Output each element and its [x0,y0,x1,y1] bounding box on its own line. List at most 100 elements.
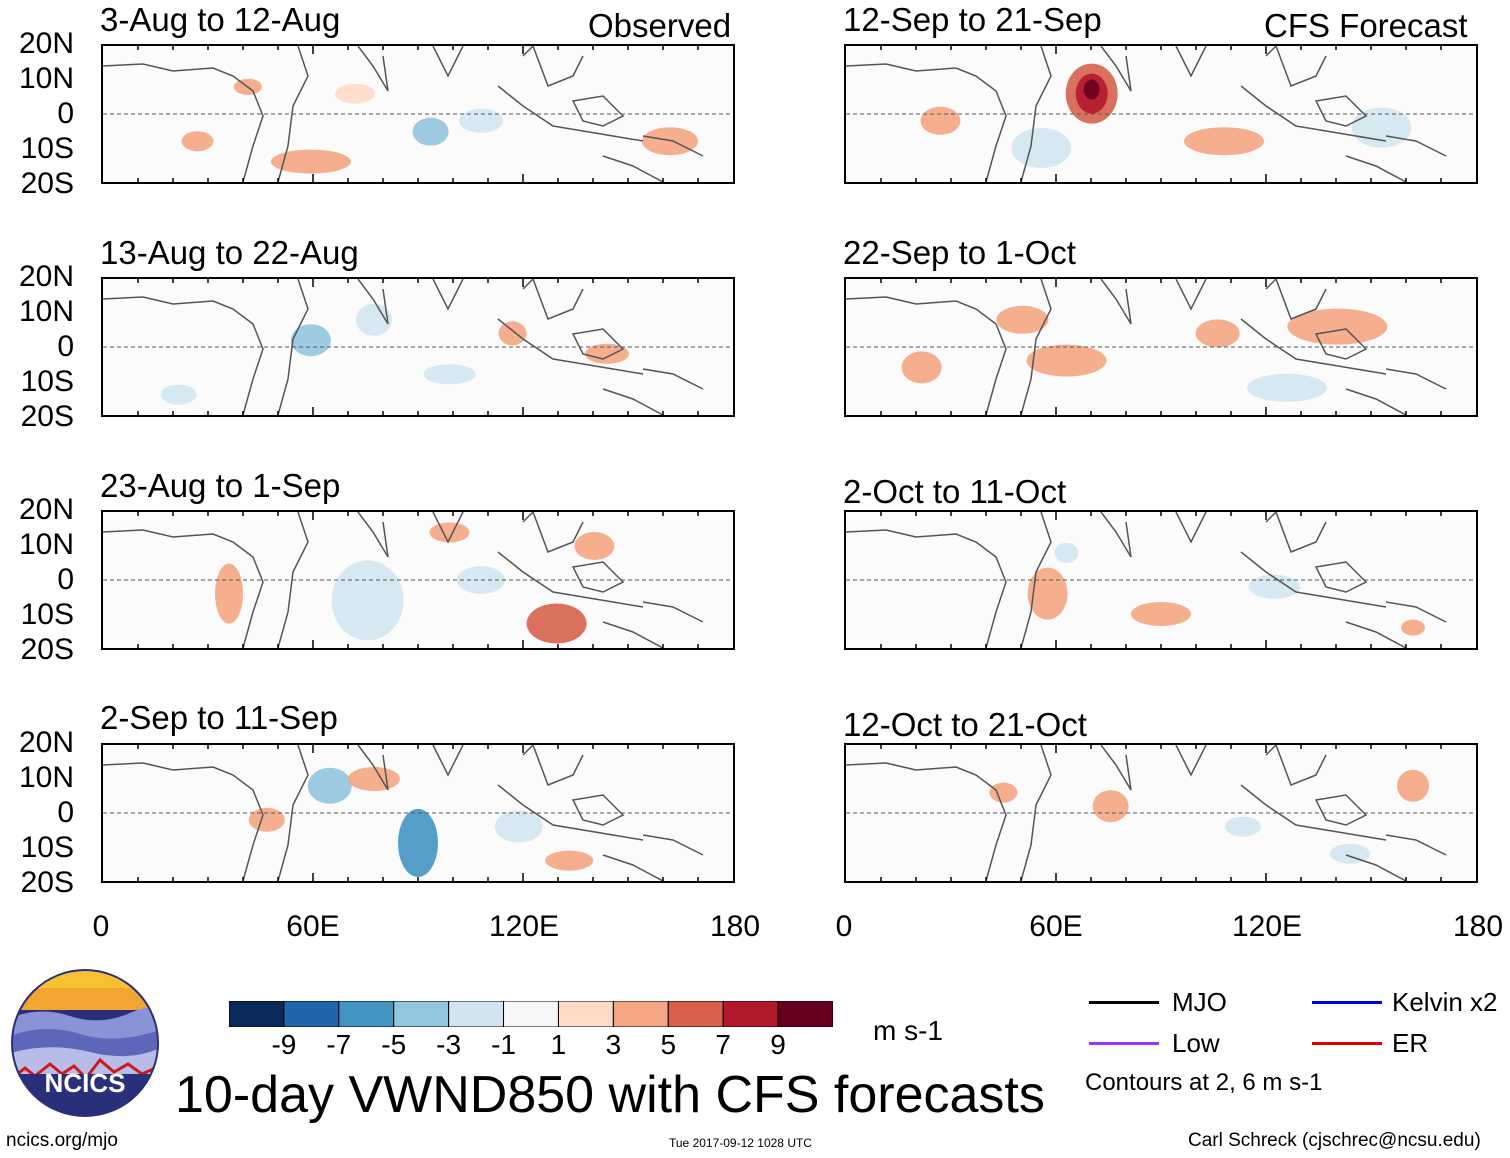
coastline [1240,551,1387,608]
coastline [1175,279,1207,311]
colorbar-swatch-5 [503,1000,559,1028]
coastline [1265,279,1277,290]
coastline [1020,46,1052,182]
coastline [103,63,264,182]
colorbar-swatch-8 [667,1000,724,1028]
anomaly-blob [355,303,392,336]
coastline [1345,854,1407,881]
coastline [571,561,625,593]
lat-tick-row2-20s: 20S [20,400,74,433]
colorbar-tick-9: 9 [770,1029,786,1060]
map-panel-obs-4 [101,743,735,883]
colorbar-tick--1: -1 [491,1029,516,1060]
coastline [522,46,534,57]
coastline [357,279,389,325]
coastline [1314,561,1368,593]
coastline [642,601,704,623]
coastline [522,745,534,756]
footer-author: Carl Schreck (cjschrec@ncsu.edu) [1188,1130,1481,1151]
lon-tick-right-60e: 60E [1029,910,1083,943]
anomaly-blob [996,305,1049,334]
coastline [1385,834,1447,856]
coastline [497,318,644,375]
colorbar-tick--5: -5 [381,1029,407,1060]
panel-title-fc-1: 12-Sep to 21-Sep [843,1,1102,38]
lat-tick-row3-10n: 10N [18,528,74,561]
colorbar-tick-5: 5 [660,1029,677,1060]
lat-tick-row1-10s: 10S [20,132,74,165]
colorbar-tick--3: -3 [436,1029,462,1060]
coastline [1265,745,1277,756]
coastline [846,762,1007,881]
lon-tick-right-180: 180 [1452,910,1504,943]
lon-tick-right-120e: 120E [1231,910,1303,943]
coastline [602,155,664,182]
legend-line-er [1312,1042,1382,1045]
coastline [432,512,464,544]
coastline [1345,388,1407,415]
coastline [532,745,584,786]
coastline [1175,46,1207,78]
coastline [1020,279,1052,415]
anomaly-blob [160,384,197,405]
anomaly-blob [1083,79,1100,100]
coastline [1345,155,1407,182]
lat-tick-row4-10n: 10N [18,761,74,794]
anomaly-blob [347,767,400,791]
anomaly-blob [920,106,961,135]
legend-line-low [1089,1042,1159,1045]
anomaly-blob [1224,816,1261,837]
lat-tick-row4-0: 0 [57,796,74,829]
lat-tick-row2-0: 0 [57,330,74,363]
coastline [522,512,534,523]
anomaly-blob [1247,373,1327,402]
anomaly-blob [494,810,543,843]
colorbar-swatch-1 [283,1000,340,1028]
lon-tick-right-0: 0 [835,910,853,943]
colorbar-swatch-6 [557,1000,614,1028]
panel-title-obs-3: 23-Aug to 1-Sep [100,467,341,504]
coastline [1100,46,1132,92]
legend-label-kelvin: Kelvin x2 [1392,987,1498,1017]
coastline [1314,328,1368,360]
coastline [1265,46,1277,57]
coastline [1385,368,1447,390]
anomaly-blob [1330,843,1370,864]
coastline [432,279,464,311]
anomaly-blob [989,782,1018,803]
ncics-logo: NCICS [10,968,160,1118]
map-canvas [846,512,1476,648]
anomaly-blob [290,324,331,357]
colorbar-tick--9: -9 [271,1029,297,1060]
coastline [1240,784,1387,841]
lat-tick-row4-20n: 20N [18,726,74,759]
anomaly-blob [331,560,404,641]
anomaly-blob [585,343,629,364]
colorbar-tick-3: 3 [605,1029,622,1060]
map-canvas [846,46,1476,182]
lat-tick-row1-10n: 10N [18,62,74,95]
coastline [1100,512,1132,558]
lat-tick-row2-10s: 10S [20,365,74,398]
lat-tick-row3-0: 0 [57,563,74,596]
legend-label-mjo: MJO [1172,987,1227,1017]
legend-line-kelvin [1312,1001,1382,1004]
coastline [642,135,704,157]
anomaly-blob [1397,769,1429,802]
coastline [522,279,534,290]
coastline [642,368,704,390]
coastline [602,854,664,881]
anomaly-blob [1401,619,1425,636]
colorbar-tick-7: 7 [715,1029,731,1060]
anomaly-blob [1248,574,1301,599]
colorbar-swatch-9 [722,1000,779,1028]
chart-title: 10-day VWND850 with CFS forecasts [175,1066,1045,1124]
coastline [1175,745,1207,777]
coastline [432,745,464,777]
map-canvas [103,512,733,648]
map-panel-fc-2 [844,277,1478,417]
coastline [846,296,1007,415]
lat-tick-row1-20s: 20S [20,167,74,200]
contour-note: Contours at 2, 6 m s-1 [1085,1069,1323,1096]
lat-tick-row2-10n: 10N [18,295,74,328]
